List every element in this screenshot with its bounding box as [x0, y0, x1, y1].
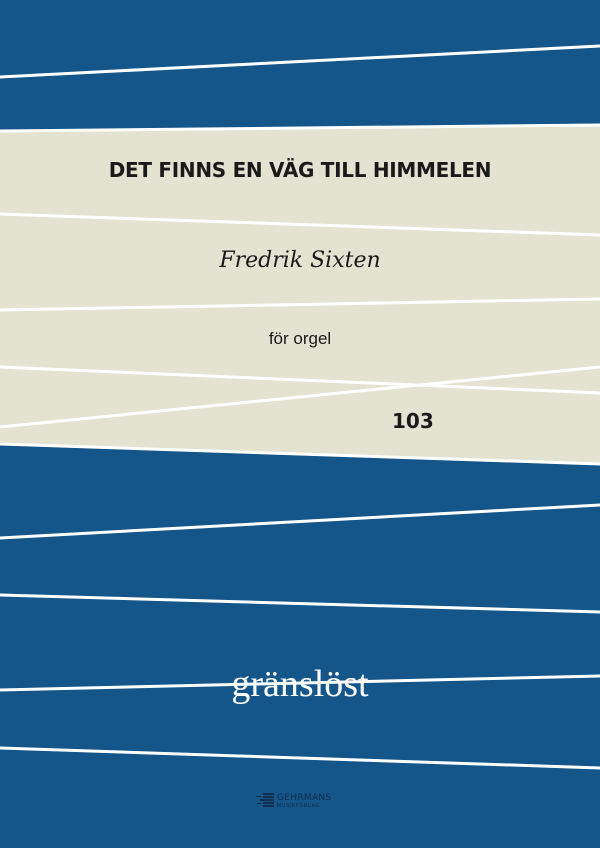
stripe-line — [0, 593, 600, 614]
stripe-line — [0, 674, 600, 692]
stripe-line — [0, 746, 600, 770]
organ-pipes-logo-icon — [256, 793, 274, 807]
stripe-line — [0, 365, 600, 395]
stripe-line — [0, 365, 600, 429]
instrumentation: för orgel — [268, 329, 332, 348]
publisher-name: GEHRMANS — [277, 792, 332, 803]
publisher-subtitle: MUSIKFÖRLAG — [277, 802, 320, 809]
publisher-logo: GEHRMANS MUSIKFÖRLAG — [256, 793, 331, 809]
stripe-line — [0, 442, 600, 466]
stripe-line — [0, 44, 600, 79]
composer-name: Fredrik Sixten — [219, 248, 381, 273]
stripe-line — [0, 123, 600, 133]
edition-number: 103 — [392, 409, 434, 433]
work-title: DET FINNS EN VÄG TILL HIMMELEN — [108, 158, 492, 182]
beige-band — [0, 125, 600, 464]
series-name: gränslöst — [231, 663, 369, 705]
stripe-line — [0, 297, 600, 312]
stripe-line — [0, 212, 600, 237]
stripe-line — [0, 503, 600, 540]
